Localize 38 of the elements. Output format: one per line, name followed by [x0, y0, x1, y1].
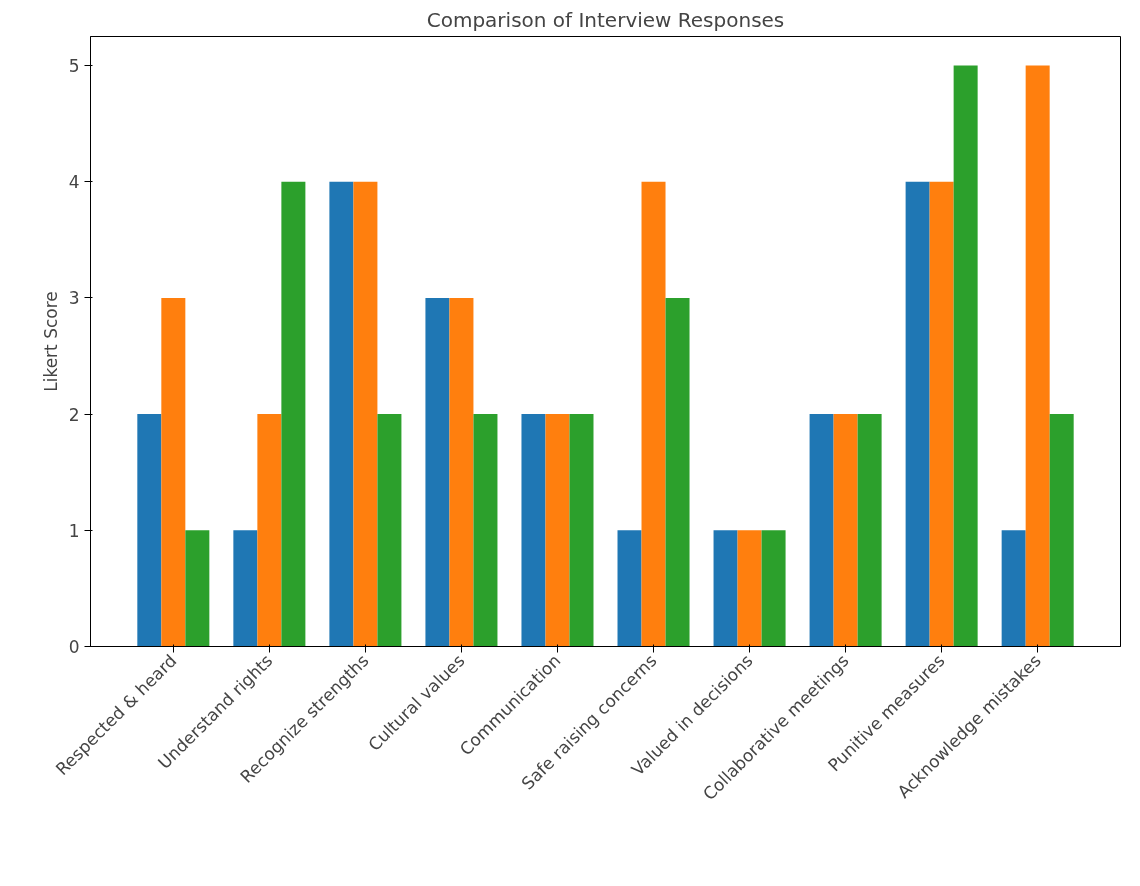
- bar: [905, 181, 930, 647]
- bar: [473, 414, 498, 647]
- y-tick-label: 4: [68, 172, 80, 193]
- y-tick-label: 1: [68, 520, 80, 541]
- bar: [809, 414, 834, 647]
- bar: [257, 414, 282, 647]
- bar: [617, 530, 642, 647]
- bar: [521, 414, 546, 647]
- y-axis-title: Likert Score: [40, 291, 61, 392]
- y-tick-label: 5: [68, 56, 80, 77]
- bar: [425, 297, 450, 647]
- bar: [953, 65, 978, 647]
- chart-title: Comparison of Interview Responses: [426, 7, 785, 32]
- bar: [353, 181, 378, 647]
- bar: [449, 297, 474, 647]
- bar: [329, 181, 354, 647]
- bar: [545, 414, 570, 647]
- bar: [833, 414, 858, 647]
- bar: [641, 181, 666, 647]
- bar: [233, 530, 258, 647]
- y-tick-label: 3: [68, 288, 80, 309]
- bar: [1049, 414, 1074, 647]
- bar: [737, 530, 762, 647]
- bar: [161, 297, 186, 647]
- y-tick-label: 0: [68, 637, 80, 657]
- bar: [665, 297, 690, 647]
- bar: [137, 414, 162, 647]
- bar: [1001, 530, 1026, 647]
- bar: [377, 414, 402, 647]
- y-tick-label: 2: [68, 404, 80, 425]
- bar: [185, 530, 210, 647]
- bar: [929, 181, 954, 647]
- bar: [857, 414, 882, 647]
- bar: [761, 530, 786, 647]
- bar: [281, 181, 306, 647]
- bar: [713, 530, 738, 647]
- bar: [1025, 65, 1050, 647]
- bar: [569, 414, 594, 647]
